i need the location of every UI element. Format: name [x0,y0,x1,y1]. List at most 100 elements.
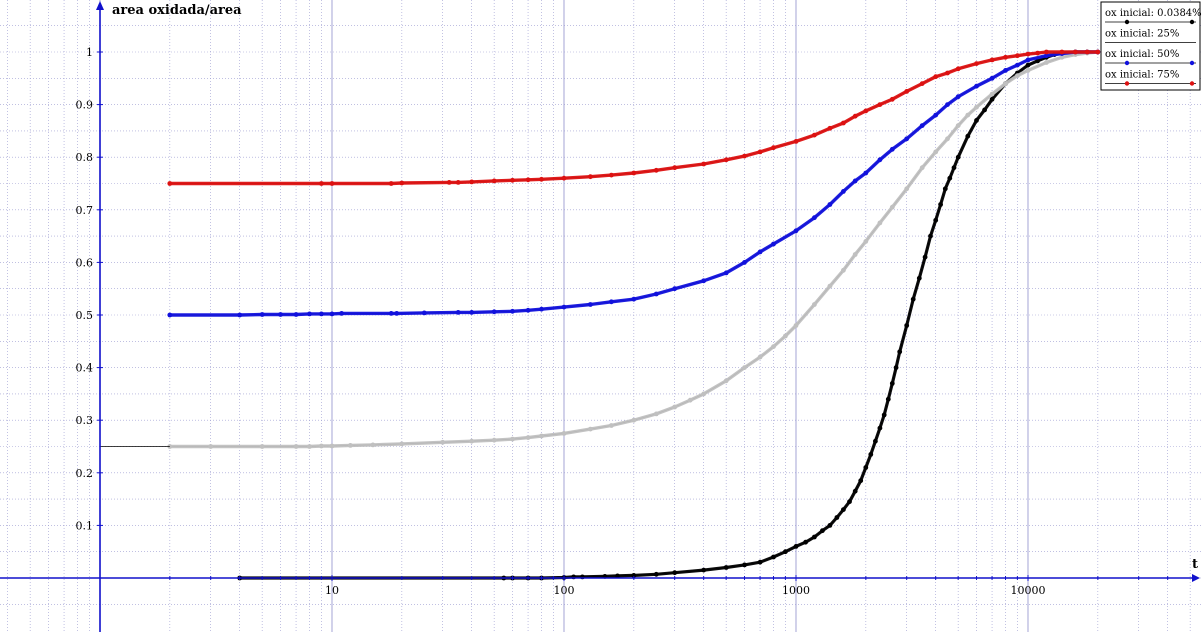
x-axis-title: t [1192,557,1198,572]
data-point [889,146,895,152]
data-point [897,349,903,355]
data-point [916,275,922,281]
data-point [945,70,950,76]
legend-swatch-dot [1124,60,1130,66]
data-point [863,108,869,114]
data-point [893,365,899,370]
data-point [771,344,776,349]
data-point [904,186,910,192]
data-point [1015,53,1020,59]
data-point [672,165,678,171]
data-point [588,302,593,307]
data-point [672,404,678,410]
data-point [889,204,895,210]
data-point [510,436,515,442]
data-point [947,175,953,181]
legend-label: ox inicial: 25% [1105,29,1179,40]
data-point [1025,62,1031,68]
x-tick-label: 100 [554,584,575,597]
data-point [945,136,950,142]
data-point [339,311,344,316]
data-point [653,291,659,297]
data-point [588,426,593,432]
data-point [933,74,939,80]
data-point [852,178,858,184]
data-point [955,94,961,100]
y-tick-label: 0.3 [76,414,94,427]
y-tick-label: 0.7 [76,204,94,217]
data-point [525,435,531,440]
data-point [615,573,620,579]
data-point [259,444,265,449]
data-point [812,534,817,540]
data-point [863,465,869,470]
y-tick-label: 0.9 [76,99,94,112]
data-point [803,539,808,545]
data-point [469,310,475,315]
data-point [723,270,729,276]
data-point [955,66,961,72]
data-point [701,567,707,573]
data-point [989,75,995,81]
data-point [841,189,846,194]
legend-swatch-dot [1189,60,1195,66]
data-point [525,307,531,313]
data-point [771,145,776,151]
data-point [491,309,497,315]
data-point [388,181,394,186]
data-point [877,425,883,431]
data-point [757,354,763,360]
data-point [989,91,995,97]
data-point [491,178,497,184]
data-point [881,412,887,418]
data-point [919,165,925,171]
data-point [1015,73,1020,79]
data-point [793,323,799,328]
data-point [329,311,335,317]
data-point [742,260,747,265]
data-point [841,267,846,273]
y-axis-title: area oxidada/area [112,3,242,18]
data-point [812,215,817,221]
data-point [399,180,405,186]
data-point [812,132,817,138]
y-axis-arrow-icon [96,1,104,10]
data-point [852,113,858,119]
legend-swatch-dot [1189,81,1195,86]
data-point [701,161,707,167]
data-point [945,102,950,107]
data-point [904,323,910,328]
legend-label: ox inicial: 75% [1105,70,1179,81]
data-point [167,312,173,318]
data-point [942,186,948,192]
data-point [910,296,916,302]
data-point [742,153,747,159]
data-point [1084,49,1090,55]
data-point [1003,54,1008,60]
data-point [208,444,214,449]
data-point [237,312,243,318]
data-point [938,202,943,207]
y-tick-label: 0.6 [76,256,94,269]
data-point [841,507,846,512]
data-point [1044,60,1049,65]
data-point [440,439,446,445]
legend-box [1100,1,1201,91]
data-point [783,549,788,555]
data-point [974,61,979,66]
data-point [904,136,910,142]
data-point [469,438,475,444]
data-point [877,102,883,107]
y-tick-label: 0.1 [76,519,94,532]
data-point [868,452,874,457]
data-point [723,565,729,570]
legend-swatch-dot [1189,19,1195,25]
y-tick-label: 1 [86,46,93,59]
data-point [955,154,961,160]
data-point [510,308,515,314]
x-axis-arrow-icon [1192,574,1200,582]
data-point [399,441,405,447]
data-point [388,311,394,316]
data-point [873,438,878,444]
